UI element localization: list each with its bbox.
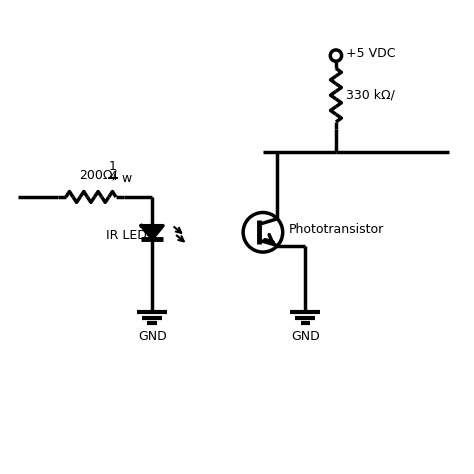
Polygon shape <box>141 226 163 239</box>
Text: GND: GND <box>138 330 166 343</box>
Text: 4: 4 <box>109 170 117 183</box>
Text: w: w <box>121 172 132 184</box>
Text: 1: 1 <box>109 160 117 173</box>
Text: GND: GND <box>291 330 319 343</box>
Text: 200Ω/: 200Ω/ <box>79 168 117 182</box>
Text: 330 kΩ/: 330 kΩ/ <box>346 89 395 101</box>
Text: Phototransistor: Phototransistor <box>288 223 383 237</box>
Text: IR LED: IR LED <box>106 228 146 242</box>
Text: +5 VDC: +5 VDC <box>346 47 396 60</box>
